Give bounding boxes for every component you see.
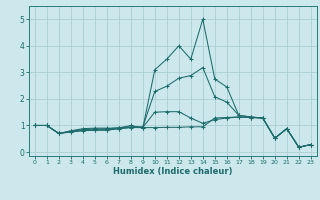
X-axis label: Humidex (Indice chaleur): Humidex (Indice chaleur) xyxy=(113,167,233,176)
